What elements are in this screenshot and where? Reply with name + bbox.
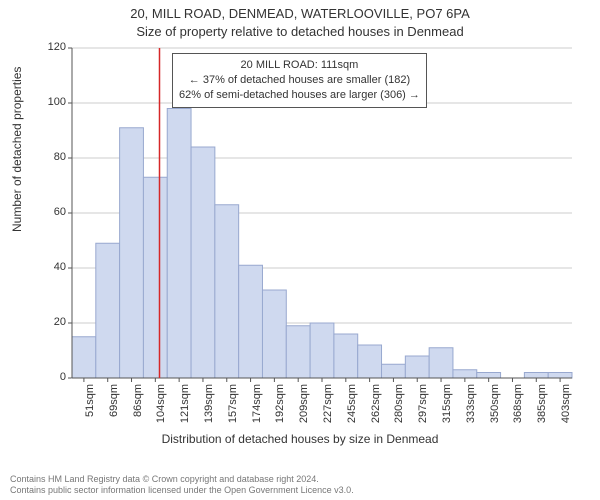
x-tick-label: 385sqm [536, 384, 548, 434]
annotation-line2: ← 37% of detached houses are smaller (18… [179, 73, 420, 88]
annotation-line3: 62% of semi-detached houses are larger (… [179, 88, 420, 103]
histogram-bar [215, 205, 239, 378]
histogram-bar [143, 177, 167, 378]
annotation-box: 20 MILL ROAD: 111sqm ← 37% of detached h… [172, 53, 427, 108]
x-tick-label: 333sqm [465, 384, 477, 434]
annotation-line1: 20 MILL ROAD: 111sqm [179, 58, 420, 73]
histogram-bar [120, 128, 144, 378]
histogram-bar [310, 323, 334, 378]
y-tick-label: 0 [36, 371, 66, 383]
x-tick-label: 403sqm [560, 384, 572, 434]
chart-container: 20, MILL ROAD, DENMEAD, WATERLOOVILLE, P… [0, 0, 600, 500]
histogram-bar [72, 337, 96, 378]
histogram-bar [334, 334, 358, 378]
y-tick-label: 40 [36, 261, 66, 273]
attribution-line1: Contains HM Land Registry data © Crown c… [10, 474, 354, 485]
x-tick-label: 69sqm [108, 384, 120, 434]
histogram-bar [262, 290, 286, 378]
x-tick-label: 51sqm [84, 384, 96, 434]
chart-title-subtitle: Size of property relative to detached ho… [0, 24, 600, 39]
histogram-bar [191, 147, 215, 378]
histogram-bar [167, 109, 191, 379]
x-tick-label: 262sqm [370, 384, 382, 434]
histogram-bar [548, 373, 572, 379]
y-tick-label: 20 [36, 316, 66, 328]
x-tick-label: 315sqm [441, 384, 453, 434]
histogram-bar [239, 265, 263, 378]
x-tick-label: 104sqm [155, 384, 167, 434]
x-tick-label: 350sqm [489, 384, 501, 434]
histogram-bar [96, 243, 120, 378]
histogram-bar [429, 348, 453, 378]
y-axis-label: Number of detached properties [10, 67, 24, 232]
histogram-bar [524, 373, 548, 379]
x-tick-label: 280sqm [393, 384, 405, 434]
histogram-bar [382, 364, 406, 378]
histogram-bar [405, 356, 429, 378]
x-tick-label: 174sqm [251, 384, 263, 434]
chart-area: 20 MILL ROAD: 111sqm ← 37% of detached h… [72, 48, 572, 416]
y-tick-label: 60 [36, 206, 66, 218]
y-tick-label: 80 [36, 151, 66, 163]
x-tick-label: 139sqm [203, 384, 215, 434]
attribution-line2: Contains public sector information licen… [10, 485, 354, 496]
x-axis-label: Distribution of detached houses by size … [0, 432, 600, 446]
x-tick-label: 368sqm [512, 384, 524, 434]
histogram-bar [286, 326, 310, 378]
histogram-bar [477, 373, 501, 379]
x-tick-label: 209sqm [298, 384, 310, 434]
histogram-bar [358, 345, 382, 378]
histogram-bar [453, 370, 477, 378]
x-tick-label: 157sqm [227, 384, 239, 434]
x-tick-label: 297sqm [417, 384, 429, 434]
x-tick-label: 121sqm [179, 384, 191, 434]
x-tick-label: 227sqm [322, 384, 334, 434]
x-tick-label: 245sqm [346, 384, 358, 434]
x-tick-label: 192sqm [274, 384, 286, 434]
x-tick-label: 86sqm [132, 384, 144, 434]
chart-title-address: 20, MILL ROAD, DENMEAD, WATERLOOVILLE, P… [0, 6, 600, 21]
y-tick-label: 120 [36, 41, 66, 53]
y-tick-label: 100 [36, 96, 66, 108]
attribution: Contains HM Land Registry data © Crown c… [10, 474, 354, 496]
